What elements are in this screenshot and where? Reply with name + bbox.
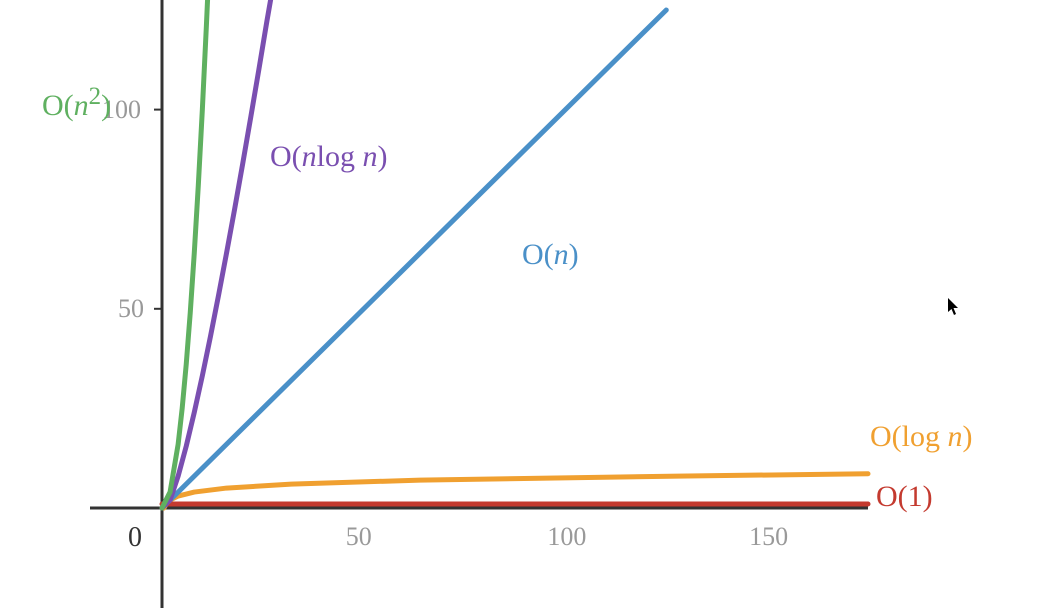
origin-label: 0 (128, 522, 142, 554)
series-label-n: O(n) (522, 238, 579, 272)
series-label-log-n: O(log n) (870, 420, 973, 454)
complexity-chart: 0 50 100 50 100 150 O(n2) O(nlog n) O(n)… (0, 0, 1061, 608)
x-tick-label-50: 50 (346, 522, 372, 552)
x-tick-label-100: 100 (547, 522, 586, 552)
series-label-constant: O(1) (876, 480, 933, 514)
x-tick-label-150: 150 (749, 522, 788, 552)
y-tick-label-50: 50 (118, 294, 144, 324)
series-label-n-log-n: O(nlog n) (270, 140, 388, 174)
chart-svg (0, 0, 1061, 608)
series-label-n-squared: O(n2) (42, 83, 111, 123)
